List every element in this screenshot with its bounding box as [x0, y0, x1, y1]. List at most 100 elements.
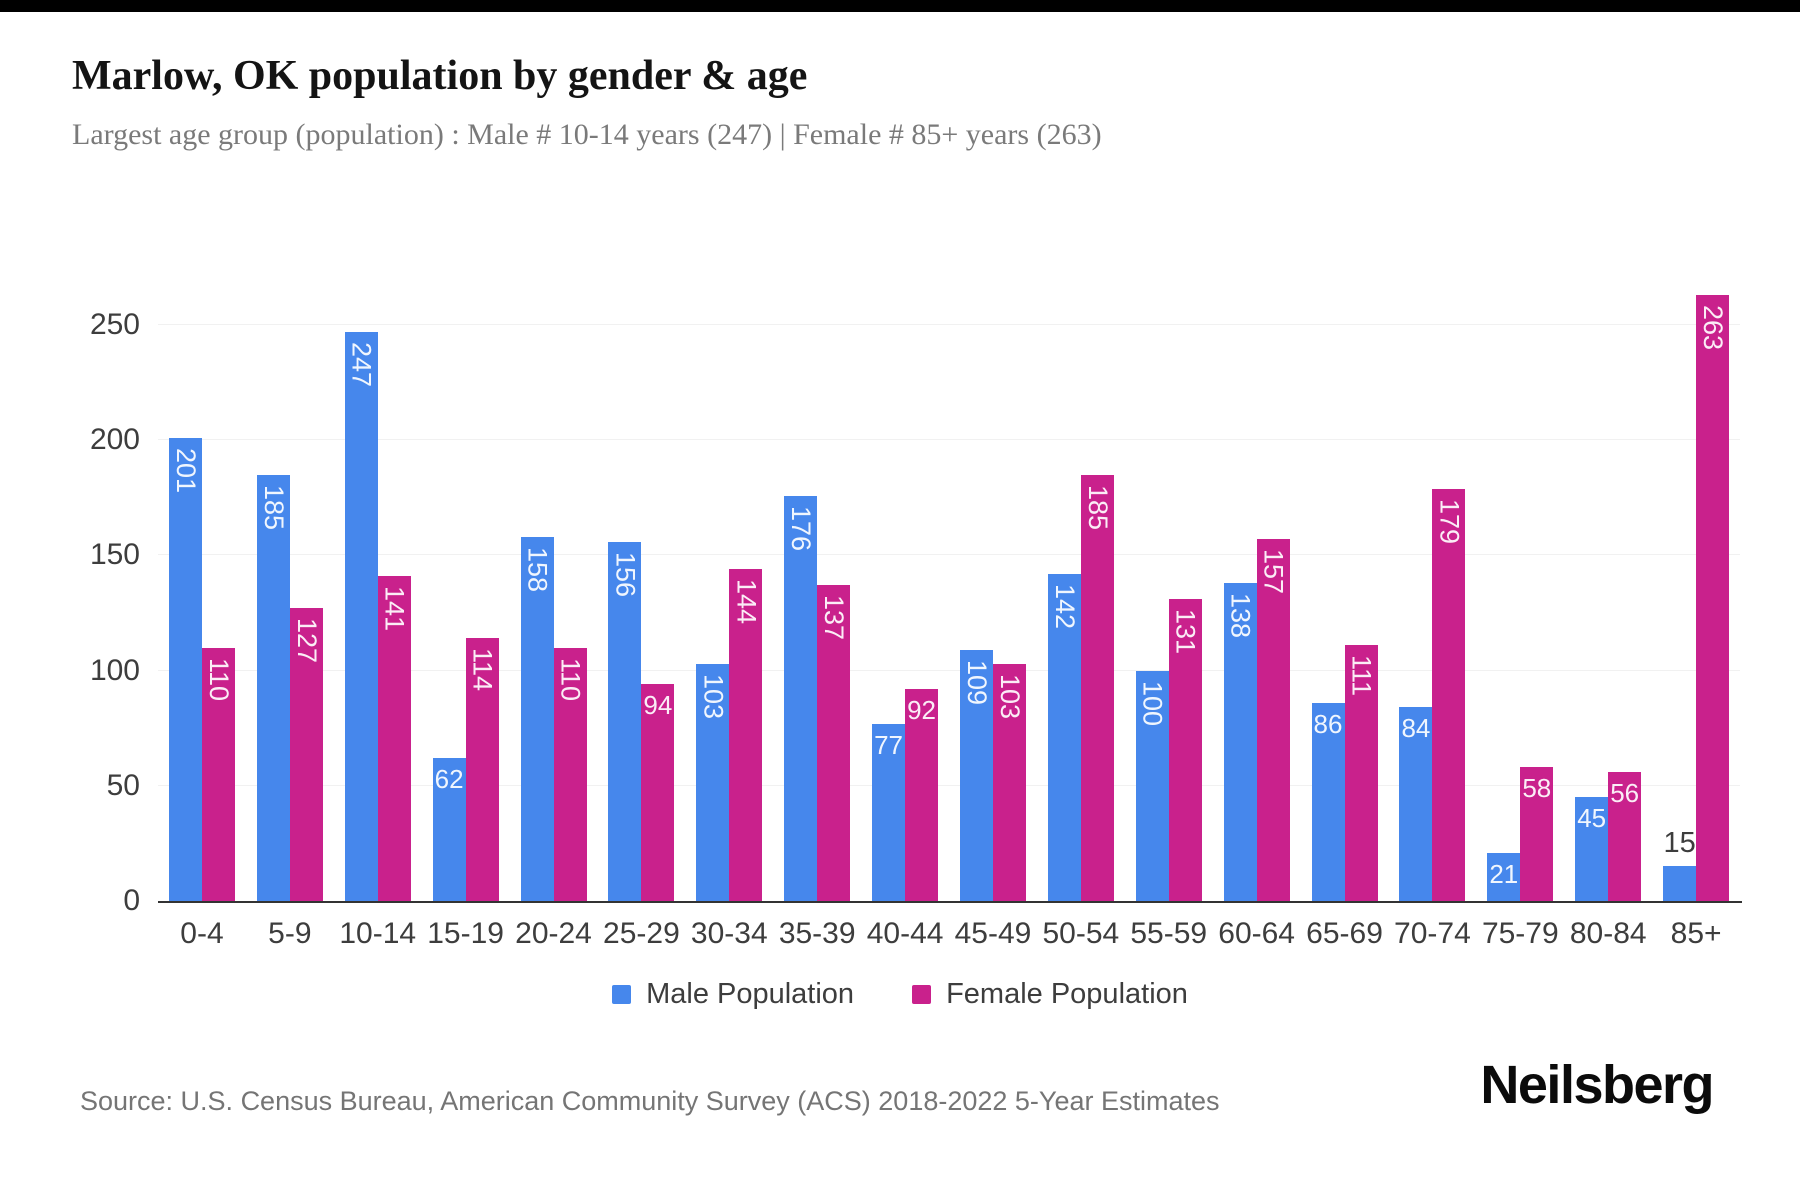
bar-value-label: 86 [1313, 708, 1343, 739]
gridline [158, 439, 1740, 441]
bar-female[interactable]: 110 [553, 647, 587, 901]
bar-female[interactable]: 58 [1520, 767, 1554, 901]
bar-male[interactable]: 201 [168, 437, 202, 901]
legend-item[interactable]: Female Population [912, 978, 1188, 1011]
y-tick-label: 0 [123, 884, 140, 917]
bar-group: 15 263 [1652, 255, 1740, 901]
bar-group: 156 94 [597, 255, 685, 901]
bar-female[interactable]: 131 [1168, 599, 1202, 901]
bar-male[interactable]: 156 [608, 541, 642, 901]
bar-value-label: 157 [1258, 549, 1289, 595]
bar-value-label: 100 [1137, 680, 1168, 726]
gridline [158, 669, 1740, 671]
bar-value-label: 94 [643, 690, 673, 721]
bar-male[interactable]: 138 [1223, 583, 1257, 901]
bar-value-label: 137 [819, 595, 850, 641]
bar-female[interactable]: 94 [641, 684, 675, 901]
bar-value-label: 111 [1346, 655, 1377, 697]
bar-groups: 201 110 185 127 247 141 62 114 158 110 156 94 103 144… [158, 255, 1740, 901]
bar-value-label: 103 [994, 673, 1025, 719]
y-tick-label: 200 [89, 423, 140, 457]
x-tick-label: 80-84 [1569, 917, 1647, 950]
bar-female[interactable]: 179 [1432, 488, 1466, 901]
bar-male[interactable]: 142 [1047, 573, 1081, 901]
bar-male[interactable]: 62 [432, 758, 466, 901]
legend-swatch-icon [912, 985, 932, 1004]
bar-female[interactable]: 141 [377, 576, 411, 901]
x-tick-label: 35-39 [778, 917, 856, 950]
y-tick-label: 100 [89, 653, 140, 687]
y-tick-label: 250 [89, 308, 140, 341]
bar-female[interactable]: 157 [1256, 539, 1290, 901]
bar-group: 100 131 [1125, 255, 1213, 901]
bar-group: 77 92 [861, 255, 949, 901]
bar-value-label: 179 [1434, 498, 1465, 544]
x-tick-label: 85+ [1670, 917, 1722, 950]
plot-area: 201 110 185 127 247 141 62 114 158 110 156 94 103 144… [158, 255, 1740, 901]
gridline [158, 324, 1740, 325]
bar-male[interactable]: 176 [784, 495, 818, 901]
bar-female[interactable]: 144 [729, 569, 763, 901]
bar-group: 185 127 [246, 255, 334, 901]
bar-female[interactable]: 103 [992, 663, 1026, 901]
bar-male[interactable]: 86 [1311, 702, 1345, 901]
x-tick-label: 75-79 [1481, 917, 1559, 950]
x-axis-line [158, 901, 1742, 903]
bar-value-label: 185 [1082, 484, 1113, 530]
x-tick-label: 5-9 [268, 917, 312, 950]
x-tick-label: 30-34 [690, 917, 768, 950]
bar-value-label: 131 [1170, 609, 1201, 655]
bar-value-label: 110 [203, 657, 234, 701]
x-tick-label: 40-44 [866, 917, 944, 950]
bar-value-label: 58 [1522, 773, 1552, 804]
bar-male[interactable]: 100 [1135, 670, 1169, 901]
bar-value-label: 144 [731, 579, 762, 625]
bar-group: 86 111 [1301, 255, 1389, 901]
bar-female[interactable]: 111 [1344, 645, 1378, 901]
bar-value-label: 201 [170, 447, 201, 493]
gridline [158, 554, 1740, 556]
bar-male[interactable]: 21 [1487, 852, 1521, 901]
bar-female[interactable]: 137 [817, 585, 851, 901]
bar-female[interactable]: 185 [1080, 474, 1114, 901]
bar-group: 142 185 [1037, 255, 1125, 901]
x-tick-label: 65-69 [1306, 917, 1383, 950]
bar-male[interactable]: 185 [256, 474, 290, 901]
bar-male[interactable]: 109 [959, 649, 993, 901]
bar-male[interactable]: 247 [344, 331, 378, 901]
x-tick-label: 25-29 [603, 917, 680, 950]
bar-value-label: 15 [1663, 827, 1696, 860]
bar-group: 103 144 [685, 255, 773, 901]
bar-female[interactable]: 92 [905, 689, 939, 901]
bar-group: 158 110 [510, 255, 598, 901]
y-tick-label: 50 [106, 768, 140, 802]
bar-female[interactable]: 127 [289, 608, 323, 901]
bar-value-label: 185 [258, 484, 289, 530]
bar-value-label: 109 [961, 659, 992, 705]
bar-group: 247 141 [334, 255, 422, 901]
bar-value-label: 141 [379, 586, 410, 632]
bar-male[interactable]: 158 [520, 536, 554, 901]
bar-male[interactable]: 45 [1575, 797, 1609, 901]
bar-group: 45 56 [1564, 255, 1652, 901]
bar-male[interactable]: 84 [1399, 707, 1433, 901]
bar-female[interactable]: 263 [1696, 295, 1730, 901]
bar-value-label: 62 [434, 764, 464, 795]
y-axis-tick-labels: 0 50 100 150 200 250 [0, 255, 140, 916]
bar-male[interactable]: 103 [696, 663, 730, 901]
bar-female[interactable]: 56 [1608, 771, 1642, 901]
bar-value-label: 138 [1225, 593, 1256, 639]
bar-female[interactable]: 110 [201, 647, 235, 901]
bar-female[interactable]: 114 [465, 638, 499, 901]
gridline [158, 784, 1740, 786]
bar-value-label: 247 [346, 341, 377, 387]
legend-label: Female Population [946, 978, 1188, 1010]
page-subtitle: Largest age group (population) : Male # … [72, 118, 1102, 151]
bar-group: 201 110 [158, 255, 246, 901]
bar-male[interactable]: 15 [1663, 829, 1697, 901]
x-tick-label: 50-54 [1042, 917, 1120, 950]
bar-male[interactable]: 77 [872, 723, 906, 901]
legend-item[interactable]: Male Population [612, 978, 854, 1011]
legend-label: Male Population [646, 978, 855, 1010]
